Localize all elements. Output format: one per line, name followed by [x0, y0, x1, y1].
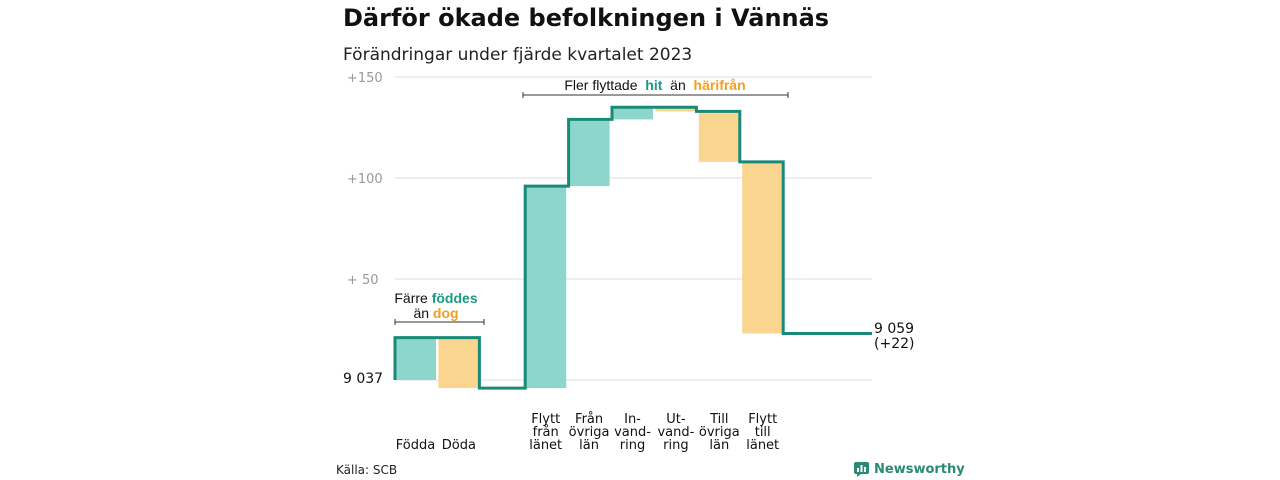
annotation-births-text1: Färre	[394, 290, 428, 306]
x-tick-label: länet	[746, 438, 779, 453]
bar-från-övriga-län	[568, 119, 610, 187]
annotation-migration-text1: Fler flyttade	[564, 77, 638, 93]
x-tick-label: länet	[529, 438, 562, 453]
chart-title: Därför ökade befolkningen i Vännäs	[343, 4, 830, 32]
bar-utvandring	[655, 107, 697, 112]
x-tick-label: till	[755, 425, 771, 440]
bar-till-övriga-län	[698, 111, 740, 162]
brand-name: Newsworthy	[874, 462, 965, 477]
net-change: (+22)	[874, 336, 915, 352]
x-tick-label: Ut-	[666, 412, 686, 427]
x-tick-label: ring	[663, 438, 688, 453]
y-tick-labels: +150 +100 + 50	[347, 71, 383, 288]
annotation-births: Färre föddes än dog	[386, 291, 486, 321]
x-tick-label: Flytt	[531, 412, 560, 427]
x-tick-labels: Födda DödaFlyttfrånlänetFrånövrigalänIn-v…	[396, 412, 779, 453]
bar-födda	[395, 337, 436, 380]
bar-flytt-till-länet	[742, 161, 784, 334]
x-tick-label: Till	[709, 412, 728, 427]
x-tick-label: från	[533, 425, 559, 440]
end-value-label: 9 059 (+22)	[874, 322, 914, 352]
bar-invandring	[612, 107, 653, 120]
annotation-births-hl2: dog	[432, 305, 459, 321]
x-tick-label: län	[579, 438, 599, 453]
annotation-migration: Fler flyttade hit än härifrån	[520, 78, 790, 93]
annotation-births-hl1: föddes	[431, 290, 478, 306]
x-tick-label: In-	[624, 412, 641, 427]
annotation-migration-text2: än	[670, 77, 686, 93]
x-tick-label: övriga	[569, 425, 610, 440]
y-tick-label: +150	[347, 71, 383, 86]
x-tick-label: ring	[620, 438, 645, 453]
x-tick-label: Döda	[442, 438, 476, 453]
bar-döda	[438, 337, 480, 389]
x-tick-label: Födda	[396, 438, 435, 453]
annotation-migration-hl1: hit	[645, 77, 663, 93]
x-tick-label: Från	[575, 412, 603, 427]
bar-flytt-från-länet	[525, 186, 567, 389]
annotation-births-text2: än	[413, 305, 430, 321]
brand-logo[interactable]: Newsworthy	[854, 462, 965, 477]
x-tick-label: vand-	[614, 425, 651, 440]
start-value-label: 9 037	[343, 371, 384, 387]
annotation-migration-hl2: härifrån	[693, 77, 746, 93]
chart-subtitle: Förändringar under fjärde kvartalet 2023	[343, 45, 693, 65]
y-tick-label: + 50	[347, 273, 379, 288]
newsworthy-icon	[854, 462, 869, 477]
x-tick-label: vand-	[657, 425, 694, 440]
end-value: 9 059	[874, 321, 915, 337]
step-line	[393, 105, 872, 390]
x-tick-label: övriga	[699, 425, 740, 440]
waterfall-chart: +150+100+ 50 Födda DödaFlyttfrånlänetFrån…	[347, 71, 872, 453]
bars	[395, 107, 784, 389]
x-tick-label: län	[709, 438, 729, 453]
annotation-brackets	[394, 92, 789, 325]
source-note: Källa: SCB	[336, 463, 398, 477]
y-tick-label: +100	[347, 172, 383, 187]
x-tick-label: Flytt	[748, 412, 777, 427]
